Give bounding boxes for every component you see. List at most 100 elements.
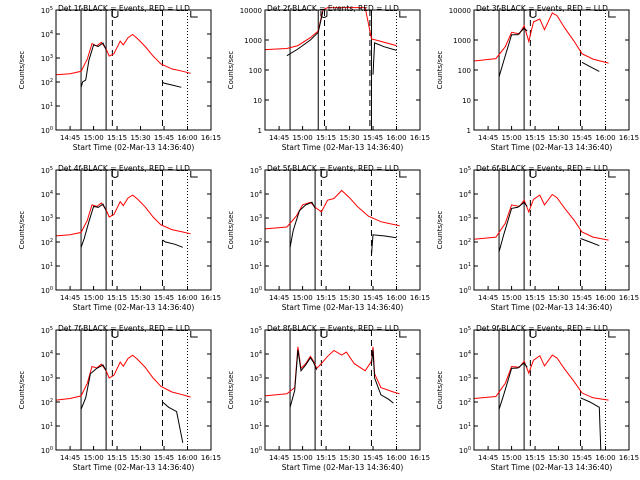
start-marker [320,11,328,18]
x-tick-label: 15:15 [316,134,336,142]
x-tick-label: 15:45 [363,454,383,462]
y-tick-label: 105 [41,166,53,175]
x-tick-label: 15:45 [154,454,174,462]
panel-det-3: 1 10 100 1000 10000 14:45 15:00 15:15 15:30 15:45… [436,4,639,152]
lld-series-line [264,189,400,230]
x-tick-label: 15:30 [339,454,359,462]
panel-det-8: 100 101 102 103 104 105 14:45 15:00 15:15 15:30 15… [227,324,430,472]
lld-series-line [55,33,191,76]
axes-frame [473,169,630,291]
x-tick-label: 14:45 [269,454,289,462]
end-marker [190,171,198,178]
y-tick-label: 1000 [453,37,471,45]
y-tick-label: 103 [41,54,53,63]
x-tick-label: 16:00 [595,134,615,142]
start-marker [111,331,119,338]
lld-series-line [473,12,609,64]
y-tick-label: 101 [459,262,471,271]
x-tick-label: 15:45 [154,294,174,302]
events-series-line [289,349,318,408]
events-series-line [80,203,107,248]
x-tick-label: 15:00 [501,294,521,302]
x-tick-label: 15:15 [525,134,545,142]
y-tick-label: 105 [459,166,471,175]
y-tick-label: 100 [459,286,471,295]
y-tick-label: 100 [41,126,53,135]
y-tick-label: 104 [41,190,53,199]
y-tick-label: 101 [250,422,262,431]
x-tick-label: 16:15 [410,454,430,462]
x-tick-label: 15:45 [154,134,174,142]
x-tick-label: 15:30 [548,294,568,302]
x-tick-label: 15:30 [339,294,359,302]
axes-frame [55,9,212,131]
y-tick-label: 103 [250,214,262,223]
x-tick-label: 15:30 [130,294,150,302]
x-tick-label: 15:15 [525,294,545,302]
x-tick-label: 16:00 [386,294,406,302]
start-marker [320,331,328,338]
events-series-line-tail [162,239,183,248]
y-tick-label: 105 [250,326,262,335]
start-marker [111,171,119,178]
panel-det-9: 100 101 102 103 104 105 14:45 15:00 15:15 15:30 15… [436,324,639,472]
x-tick-label: 14:45 [478,294,498,302]
x-tick-label: 16:00 [595,294,615,302]
end-marker [608,171,616,178]
y-tick-label: 1 [258,127,262,135]
start-marker [111,11,119,18]
y-tick-label: 103 [459,374,471,383]
panel-det-2: 1 10 100 1000 10000 14:45 15:00 15:15 15:30 15:45… [227,4,430,152]
x-tick-label: 15:15 [107,454,127,462]
y-axis-label: Counts/sec [436,371,444,410]
y-tick-label: 104 [250,350,262,359]
axes-frame [264,329,421,451]
x-axis-label: Start Time (02-Mar-13 14:36:40) [73,303,195,312]
lld-series-line [55,194,191,237]
events-series-line [498,201,528,252]
events-series-line-tail [581,61,600,72]
x-tick-label: 15:30 [548,134,568,142]
y-tick-label: 104 [41,350,53,359]
y-tick-label: 102 [250,238,262,247]
y-tick-label: 105 [250,166,262,175]
y-tick-label: 100 [41,446,53,455]
y-tick-label: 10000 [449,7,471,15]
x-tick-label: 16:15 [619,134,639,142]
panel-title: Det 8f-BLACK = Events, RED = LLD [267,324,399,333]
panel-title: Det 3f-BLACK = Events, RED = LLD [476,4,608,13]
y-tick-label: 102 [41,238,53,247]
y-tick-label: 101 [41,102,53,111]
x-tick-label: 16:00 [177,454,197,462]
x-tick-label: 15:45 [572,454,592,462]
axes-frame [473,329,630,451]
panel-det-5: 100 101 102 103 104 105 14:45 15:00 15:15 15:30 15… [227,164,430,312]
x-tick-label: 15:15 [107,294,127,302]
panel-title: Det 4f-BLACK = Events, RED = LLD [58,164,190,173]
events-series-line [498,362,528,410]
start-marker [529,171,537,178]
y-tick-label: 104 [459,350,471,359]
x-tick-label: 16:15 [201,454,221,462]
y-axis-label: Counts/sec [227,211,235,250]
x-tick-label: 14:45 [478,134,498,142]
lld-series-line [55,354,191,401]
y-tick-label: 102 [459,398,471,407]
panel-title: Det 1f-BLACK = Events, RED = LLD [58,4,190,13]
end-marker [608,11,616,18]
x-tick-label: 15:30 [130,134,150,142]
y-tick-label: 104 [459,190,471,199]
axes-frame [55,169,212,291]
x-tick-label: 16:15 [410,294,430,302]
x-tick-label: 15:45 [572,294,592,302]
panel-title: Det 2f-BLACK = Events, RED = LLD [267,4,399,13]
y-tick-label: 105 [41,6,53,15]
y-tick-label: 10 [253,97,262,105]
end-marker [608,331,616,338]
axes-frame [55,329,212,451]
x-tick-label: 16:15 [201,294,221,302]
x-axis-label: Start Time (02-Mar-13 14:36:40) [491,463,613,472]
x-tick-label: 14:45 [60,454,80,462]
y-tick-label: 101 [459,422,471,431]
